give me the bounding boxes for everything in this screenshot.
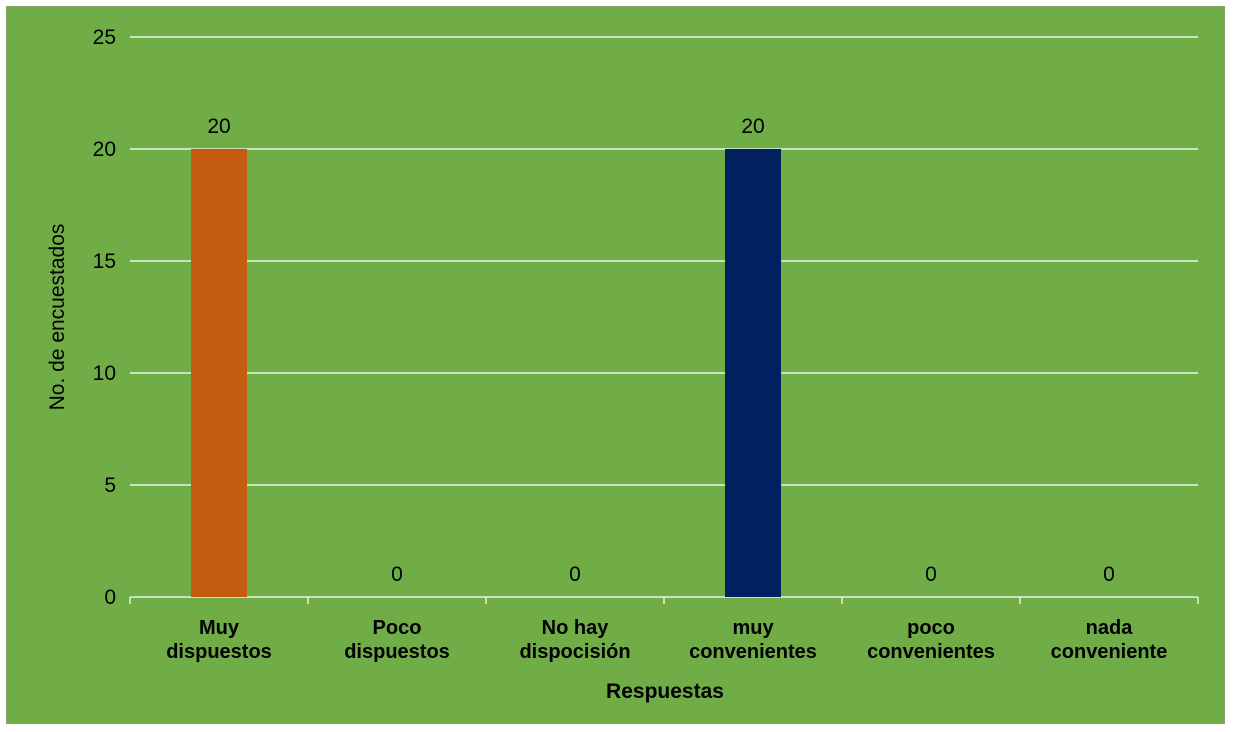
y-tick-label: 0: [104, 586, 116, 609]
data-label: 0: [569, 563, 581, 586]
x-tick-label: No hay dispocisión: [519, 617, 630, 663]
data-label: 0: [391, 563, 403, 586]
data-label: 0: [925, 563, 937, 586]
y-tick-labels: 0 5 10 15 20 25: [93, 26, 116, 609]
bar: [725, 149, 781, 597]
y-tick-label: 5: [104, 474, 116, 497]
bars: [191, 149, 781, 597]
x-tick-label: Poco dispuestos: [344, 617, 450, 663]
data-labels: 20 0 0 20 0 0: [207, 115, 1115, 586]
bar: [191, 149, 247, 597]
data-label: 20: [741, 115, 764, 138]
x-tick-label: muy convenientes: [689, 617, 817, 663]
data-label: 20: [207, 115, 230, 138]
y-axis-title: No. de encuestados: [46, 224, 69, 411]
y-tick-label: 10: [93, 362, 116, 385]
y-tick-label: 15: [93, 250, 116, 273]
x-axis: [129, 596, 1199, 604]
x-tick-label: nada conveniente: [1051, 617, 1168, 663]
gridlines: [130, 36, 1198, 486]
x-tick-labels: Muy dispuestos Poco dispuestos No hay dispoci…: [166, 617, 1167, 663]
x-tick-label: Muy dispuestos: [166, 617, 272, 663]
y-tick-label: 25: [93, 26, 116, 49]
x-axis-title: Respuestas: [606, 680, 724, 703]
y-tick-label: 20: [93, 138, 116, 161]
data-label: 0: [1103, 563, 1115, 586]
x-tick-label: poco convenientes: [867, 617, 995, 663]
